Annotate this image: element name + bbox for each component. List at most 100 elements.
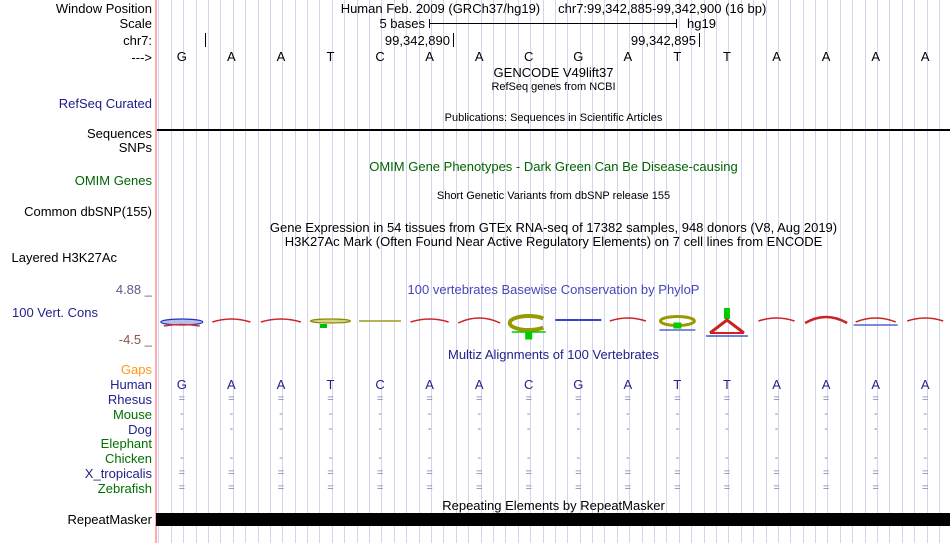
assembly-text: Human Feb. 2009 (GRCh37/hg19): [340, 1, 541, 16]
track-label-refseq-curated[interactable]: RefSeq Curated: [58, 96, 152, 111]
align-cell: -: [477, 423, 481, 435]
species-label-chicken[interactable]: Chicken: [105, 451, 152, 466]
wiggle-glyph-shape: [673, 322, 682, 329]
grid-line: [753, 0, 755, 543]
align-cell: =: [922, 393, 929, 405]
track-label-repeatmasker[interactable]: RepeatMasker: [67, 512, 152, 527]
species-label-x_tropicalis[interactable]: X_tropicalis: [84, 466, 152, 481]
strand-direction-arrow[interactable]: --->: [131, 50, 152, 65]
track-title-dbsnp[interactable]: Short Genetic Variants from dbSNP releas…: [436, 190, 671, 202]
track-label-snps[interactable]: SNPs: [118, 140, 152, 155]
align-cell: -: [328, 423, 333, 435]
wiggle-glyph-shape: [507, 314, 545, 332]
base-letter: A: [920, 49, 930, 64]
wiggle-glyph-shape: [758, 317, 795, 322]
track-title-multiz[interactable]: Multiz Alignments of 100 Vertebrates: [447, 347, 659, 362]
wiggle-glyph-shape: [855, 317, 896, 323]
align-cell: =: [426, 482, 433, 494]
species-label-human[interactable]: Human: [110, 377, 152, 392]
wiggle-glyph-shape: [212, 318, 251, 323]
align-cell: =: [178, 482, 185, 494]
align-cell: -: [725, 423, 729, 435]
grid-line: [864, 0, 866, 543]
grid-line: [418, 0, 420, 543]
wiggle-glyph-shape: [705, 335, 748, 337]
grid-line: [889, 0, 891, 543]
track-title-refseq-ncbi[interactable]: RefSeq genes from NCBI: [491, 81, 616, 93]
align-cell: -: [923, 452, 928, 464]
grid-line: [331, 0, 333, 543]
chromosome-label: chr7:: [123, 33, 152, 48]
align-cell: -: [229, 408, 234, 420]
conservation-wiggle-track[interactable]: [157, 305, 950, 345]
grid-line: [629, 0, 631, 543]
grid-line: [703, 0, 705, 543]
grid-line: [802, 0, 804, 543]
track-title-omim[interactable]: OMIM Gene Phenotypes - Dark Green Can Be…: [369, 159, 738, 174]
grid-line: [393, 0, 395, 543]
grid-line: [777, 0, 779, 543]
grid-line: [443, 0, 445, 543]
track-title-h3k27ac[interactable]: H3K27Ac Mark (Often Found Near Active Re…: [284, 234, 823, 249]
track-title-gencode[interactable]: GENCODE V49lift37: [493, 65, 614, 80]
align-cell: =: [922, 482, 929, 494]
species-label-dog[interactable]: Dog: [128, 422, 152, 437]
align-cell: -: [774, 423, 779, 435]
track-title-conservation[interactable]: 100 vertebrates Basewise Conservation by…: [407, 282, 700, 297]
align-cell: =: [674, 393, 681, 405]
align-cell: -: [873, 423, 878, 435]
track-label-100-vert-cons[interactable]: 100 Vert. Cons: [12, 305, 98, 320]
wiggle-glyph-shape: [906, 317, 944, 322]
species-label-elephant[interactable]: Elephant: [100, 436, 152, 451]
species-label-rhesus[interactable]: Rhesus: [107, 392, 152, 407]
align-cell: =: [624, 467, 632, 479]
grid-line: [592, 0, 594, 543]
align-cell: =: [872, 482, 879, 494]
wiggle-glyph-shape: [511, 331, 546, 333]
sequences-track-line[interactable]: [157, 129, 950, 131]
track-label-layered-h3k27ac[interactable]: Layered H3K27Ac: [11, 250, 117, 265]
align-cell: -: [576, 408, 581, 420]
grid-line: [852, 0, 854, 543]
grid-line: [604, 0, 606, 543]
align-cell: A: [871, 377, 880, 392]
track-label-omim-genes[interactable]: OMIM Genes: [74, 173, 152, 188]
align-cell: -: [378, 423, 382, 435]
species-label-mouse[interactable]: Mouse: [112, 407, 152, 422]
grid-line: [517, 0, 519, 543]
grid-line: [654, 0, 656, 543]
align-cell: -: [229, 423, 234, 435]
align-cell: A: [920, 377, 930, 392]
grid-line: [505, 0, 507, 543]
species-label-gaps[interactable]: Gaps: [120, 362, 152, 377]
grid-line: [715, 0, 717, 543]
wiggle-glyph-shape: [853, 324, 898, 326]
grid-line: [356, 0, 358, 543]
track-title-repeatmasker[interactable]: Repeating Elements by RepeatMasker: [442, 498, 665, 513]
grid-line: [245, 0, 247, 543]
track-title-publications[interactable]: Publications: Sequences in Scientific Ar…: [444, 112, 663, 124]
align-cell: =: [525, 393, 532, 405]
align-cell: =: [723, 393, 731, 405]
ruler-tick-minor: [205, 33, 206, 47]
align-cell: A: [425, 377, 434, 392]
track-title-gtex[interactable]: Gene Expression in 54 tissues from GTEx …: [269, 220, 838, 235]
align-cell: -: [427, 408, 432, 420]
species-label-zebrafish[interactable]: Zebrafish: [97, 481, 152, 496]
align-cell: =: [723, 482, 731, 494]
align-cell: -: [477, 408, 481, 420]
grid-line: [195, 0, 197, 543]
base-letter: C: [375, 49, 385, 64]
align-cell: -: [675, 452, 680, 464]
repeatmasker-element-bar[interactable]: [156, 513, 950, 526]
base-letter: T: [673, 49, 682, 64]
grid-line: [641, 0, 643, 543]
base-letter: A: [772, 49, 781, 64]
grid-line: [257, 0, 259, 543]
track-label-common-dbsnp[interactable]: Common dbSNP(155): [24, 204, 152, 219]
align-cell: -: [923, 423, 928, 435]
ruler-coordinate-right: 99,342,895: [630, 33, 696, 48]
align-cell: =: [575, 482, 582, 494]
wiggle-glyph-shape: [359, 320, 402, 322]
track-label-sequences[interactable]: Sequences: [86, 126, 152, 141]
